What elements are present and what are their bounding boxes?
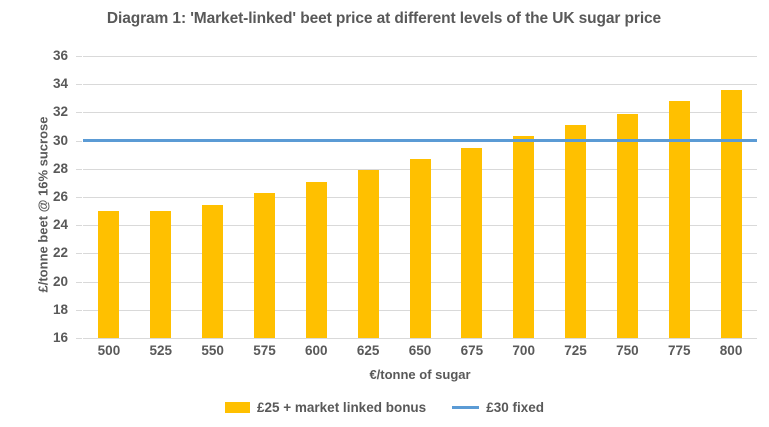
x-tick-label: 725 bbox=[564, 343, 587, 358]
y-tick-mark bbox=[76, 84, 82, 86]
x-tick-label: 600 bbox=[305, 343, 328, 358]
y-tick-mark bbox=[76, 309, 82, 311]
x-axis-baseline bbox=[83, 338, 757, 339]
bar-775[interactable] bbox=[668, 101, 690, 338]
bar-750[interactable] bbox=[616, 113, 638, 338]
x-tick-label: 500 bbox=[97, 343, 121, 358]
gridline bbox=[83, 112, 757, 114]
x-tick-label: 800 bbox=[719, 343, 743, 358]
plot-area bbox=[83, 56, 757, 339]
bar-550[interactable] bbox=[202, 205, 224, 338]
legend-swatch-bar-icon bbox=[225, 402, 250, 413]
y-tick-label: 24 bbox=[52, 217, 68, 233]
x-tick-label: 675 bbox=[460, 343, 484, 358]
chart-title: Diagram 1: 'Market-linked' beet price at… bbox=[106, 10, 662, 27]
x-tick-label: 700 bbox=[512, 343, 535, 358]
gridline bbox=[83, 56, 757, 57]
legend-label-bar-series: £25 + market linked bonus bbox=[257, 400, 427, 415]
y-tick-label: 22 bbox=[52, 245, 68, 261]
x-axis-tick-labels: 500 525 550 575 600 625 650 675 700 725 750 775 800 bbox=[83, 343, 757, 363]
bar-625[interactable] bbox=[357, 170, 379, 338]
y-tick-label: 18 bbox=[52, 301, 68, 317]
legend-label-line-series: £30 fixed bbox=[486, 400, 544, 415]
y-tick-label: 30 bbox=[52, 132, 68, 148]
gridline bbox=[83, 84, 757, 86]
bar-700[interactable] bbox=[513, 136, 535, 338]
x-tick-label: 525 bbox=[149, 343, 173, 358]
y-tick-mark bbox=[76, 281, 82, 283]
legend-item-line-series[interactable]: £30 fixed bbox=[452, 400, 544, 415]
y-tick-mark bbox=[76, 225, 82, 227]
chart-legend: £25 + market linked bonus £30 fixed bbox=[0, 400, 769, 415]
bar-725[interactable] bbox=[565, 125, 587, 338]
bar-800[interactable] bbox=[720, 89, 742, 338]
bar-600[interactable] bbox=[305, 181, 327, 338]
y-tick-mark bbox=[76, 338, 82, 339]
y-tick-mark bbox=[76, 253, 82, 255]
y-tick-mark bbox=[76, 197, 82, 198]
x-tick-label: 550 bbox=[201, 343, 224, 358]
x-axis-title: €/tonne of sugar bbox=[369, 367, 471, 382]
y-tick-mark bbox=[76, 140, 82, 142]
y-tick-label: 16 bbox=[52, 330, 68, 345]
bar-525[interactable] bbox=[150, 211, 172, 338]
x-tick-label: 625 bbox=[356, 343, 380, 358]
y-tick-label: 34 bbox=[52, 76, 68, 92]
x-tick-label: 750 bbox=[616, 343, 639, 358]
y-tick-label: 20 bbox=[52, 273, 68, 289]
y-tick-label: 26 bbox=[52, 189, 68, 204]
y-axis-tick-labels: 16 18 20 22 24 26 28 30 32 34 36 bbox=[0, 0, 82, 427]
legend-item-bar-series[interactable]: £25 + market linked bonus bbox=[225, 400, 426, 415]
x-tick-label: 775 bbox=[667, 343, 691, 358]
y-tick-mark bbox=[76, 112, 82, 114]
bar-650[interactable] bbox=[409, 158, 431, 338]
y-tick-mark bbox=[76, 168, 82, 170]
x-tick-label: 650 bbox=[408, 343, 432, 358]
y-tick-label: 28 bbox=[52, 160, 68, 176]
reference-line-30-fixed bbox=[83, 139, 757, 143]
x-tick-label: 575 bbox=[253, 343, 276, 358]
y-tick-mark bbox=[76, 56, 82, 57]
bar-675[interactable] bbox=[461, 147, 483, 338]
y-tick-label: 32 bbox=[52, 104, 68, 120]
bar-575[interactable] bbox=[253, 192, 275, 338]
y-tick-label: 36 bbox=[52, 48, 68, 63]
legend-swatch-line-icon bbox=[452, 406, 480, 409]
bar-500[interactable] bbox=[98, 211, 120, 338]
